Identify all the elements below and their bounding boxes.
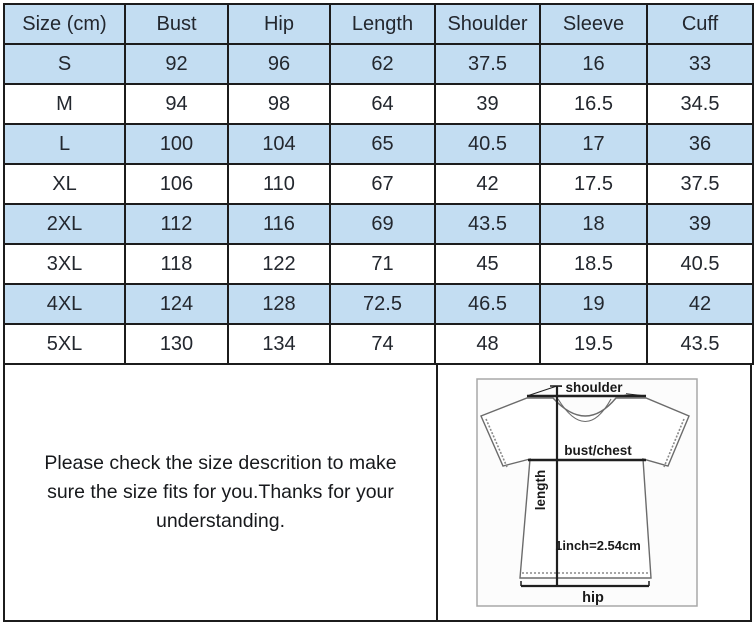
header-cell-shoulder: Shoulder [434,3,541,45]
bust-value: 118 [124,243,229,285]
sleeve-value: 19 [539,283,648,325]
cuff-value: 33 [646,43,754,85]
hip-value: 116 [227,203,331,245]
bust-value: 124 [124,283,229,325]
bottom-section: Please check the size descrition to make… [3,365,752,622]
size-label: 4XL [3,283,126,325]
table-row-xl: XL 106 110 67 42 17.5 37.5 [3,163,754,205]
shoulder-value: 46.5 [434,283,541,325]
size-label: 3XL [3,243,126,285]
note-line-1: Please check the size descrition to make [44,451,397,474]
header-cell-cuff: Cuff [646,3,754,45]
cuff-value: 43.5 [646,323,754,365]
length-value: 67 [329,163,436,205]
measurement-diagram-cell: shoulder bust/chest length 1inch=2.54cm … [438,365,752,622]
length-value: 69 [329,203,436,245]
size-note-text: Please check the size descrition to make… [44,449,396,537]
header-cell-hip: Hip [227,3,331,45]
hip-value: 128 [227,283,331,325]
size-label: 2XL [3,203,126,245]
shoulder-value: 40.5 [434,123,541,165]
sleeve-value: 16.5 [539,83,648,125]
shoulder-value: 37.5 [434,43,541,85]
shoulder-value: 43.5 [434,203,541,245]
length-value: 71 [329,243,436,285]
length-value: 62 [329,43,436,85]
tshirt-outline-icon [480,396,690,579]
header-cell-sleeve: Sleeve [539,3,648,45]
cuff-value: 39 [646,203,754,245]
length-value: 65 [329,123,436,165]
bust-value: 100 [124,123,229,165]
hip-value: 96 [227,43,331,85]
size-label: XL [3,163,126,205]
hip-value: 104 [227,123,331,165]
header-cell-bust: Bust [124,3,229,45]
size-label: M [3,83,126,125]
length-label: length [533,469,548,510]
sleeve-value: 17.5 [539,163,648,205]
bust-value: 94 [124,83,229,125]
sleeve-value: 16 [539,43,648,85]
bust-value: 112 [124,203,229,245]
cuff-value: 37.5 [646,163,754,205]
bust-value: 130 [124,323,229,365]
hip-label: hip [582,590,604,606]
hip-value: 122 [227,243,331,285]
table-row-4xl: 4XL 124 128 72.5 46.5 19 42 [3,283,754,325]
size-note: Please check the size descrition to make… [3,365,438,622]
cuff-value: 40.5 [646,243,754,285]
table-header-row: Size (cm) Bust Hip Length Shoulder Sleev… [3,3,754,45]
bust-value: 92 [124,43,229,85]
cuff-value: 36 [646,123,754,165]
hip-value: 98 [227,83,331,125]
length-value: 74 [329,323,436,365]
note-line-3: understanding. [155,510,285,533]
size-chart-table: Size (cm) Bust Hip Length Shoulder Sleev… [3,3,754,365]
tshirt-measurement-diagram: shoulder bust/chest length 1inch=2.54cm … [476,377,698,607]
table-row-5xl: 5XL 130 134 74 48 19.5 43.5 [3,323,754,365]
bust-value: 106 [124,163,229,205]
sleeve-value: 18 [539,203,648,245]
table-row-l: L 100 104 65 40.5 17 36 [3,123,754,165]
size-label: 5XL [3,323,126,365]
table-row-2xl: 2XL 112 116 69 43.5 18 39 [3,203,754,245]
table-row-m: M 94 98 64 39 16.5 34.5 [3,83,754,125]
shoulder-label-bg [562,380,626,394]
table-row-3xl: 3XL 118 122 71 45 18.5 40.5 [3,243,754,285]
scale-label: 1inch=2.54cm [555,538,641,553]
header-cell-length: Length [329,3,436,45]
size-label: L [3,123,126,165]
cuff-value: 34.5 [646,83,754,125]
table-row-s: S 92 96 62 37.5 16 33 [3,43,754,85]
sleeve-value: 17 [539,123,648,165]
shoulder-value: 39 [434,83,541,125]
cuff-value: 42 [646,283,754,325]
length-value: 64 [329,83,436,125]
hip-value: 110 [227,163,331,205]
length-value: 72.5 [329,283,436,325]
shoulder-value: 45 [434,243,541,285]
shoulder-label: shoulder [565,380,623,395]
note-line-2: sure the size fits for you.Thanks for yo… [47,480,394,503]
header-cell-size: Size (cm) [3,3,126,45]
sleeve-value: 19.5 [539,323,648,365]
sleeve-value: 18.5 [539,243,648,285]
bust-label-bg [560,441,636,456]
hip-value: 134 [227,323,331,365]
size-label: S [3,43,126,85]
bust-chest-label: bust/chest [564,443,632,458]
shoulder-value: 42 [434,163,541,205]
shoulder-value: 48 [434,323,541,365]
